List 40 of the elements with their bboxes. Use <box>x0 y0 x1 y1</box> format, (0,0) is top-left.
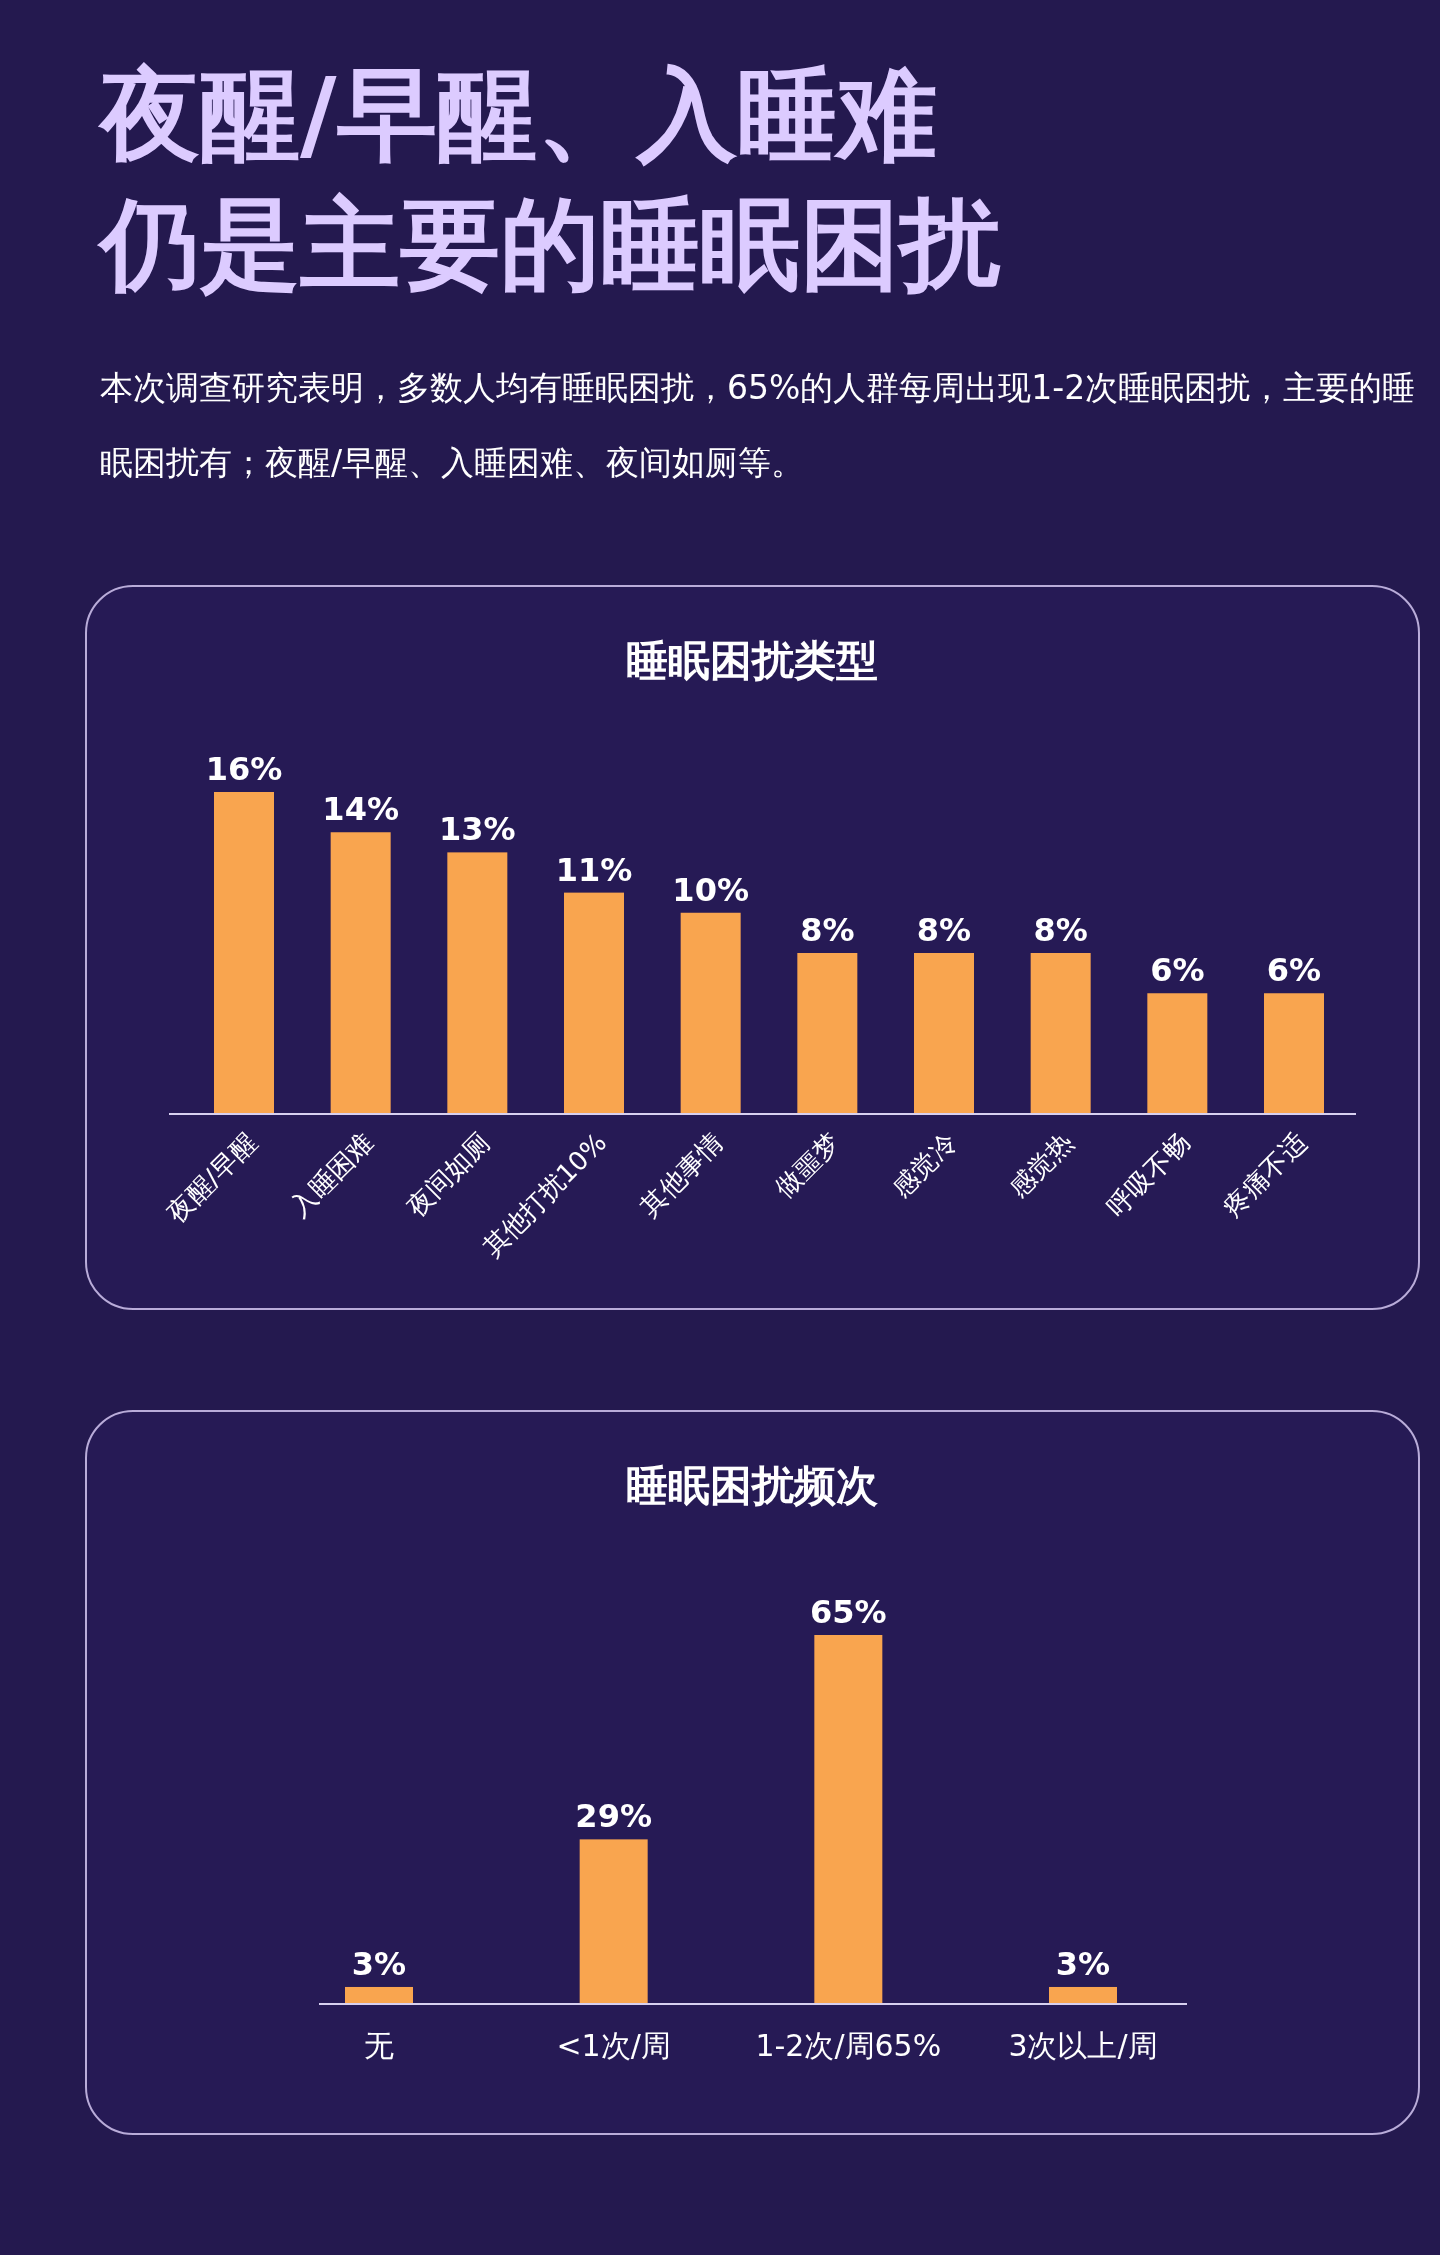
x-tick-label: 3次以上/周 <box>1008 2028 1158 2063</box>
chart-title: 睡眠困扰频次 <box>626 1461 878 1510</box>
data-label: 8% <box>916 911 972 949</box>
bar <box>564 892 624 1114</box>
data-label: 6% <box>1150 951 1205 990</box>
x-tick-label: 1-2次/周65% <box>755 2028 942 2063</box>
bar <box>214 792 274 1114</box>
x-tick-label: 疼痛不适 <box>1217 1127 1313 1222</box>
x-tick-label: 夜间如厕 <box>400 1127 496 1222</box>
data-label: 13% <box>439 810 516 849</box>
data-label: 3% <box>1055 1944 1111 1983</box>
x-tick-label: 夜醒/早醒 <box>161 1127 263 1228</box>
bar <box>914 953 974 1114</box>
bar <box>1264 993 1324 1114</box>
x-tick-label: 入睡困难 <box>284 1127 379 1222</box>
x-tick-label: 呼吸不畅 <box>1100 1127 1196 1222</box>
x-tick-label: 感觉热 <box>1002 1127 1079 1204</box>
bar <box>680 912 741 1114</box>
x-tick-label: 做噩梦 <box>769 1127 846 1204</box>
bar <box>1030 953 1091 1114</box>
data-label: 10% <box>672 870 749 909</box>
data-label: 14% <box>322 790 399 829</box>
data-label: 16% <box>205 750 283 788</box>
x-tick-label: 感觉冷 <box>885 1127 963 1204</box>
x-tick-label: <1次/周 <box>556 2028 671 2063</box>
data-label: 11% <box>555 850 633 889</box>
data-label: 8% <box>1033 911 1088 949</box>
x-tick-label: 无 <box>364 2028 394 2063</box>
text: 本次调查研究表明，多数人均有睡眠困扰，65%的人群每周出现1-2次睡眠困扰，主要的睡眠困扰有；夜醒/早醒、入睡困难、夜间如厕等。 <box>100 367 1417 484</box>
bar <box>447 852 508 1114</box>
x-tick-label: 其他事情 <box>634 1127 729 1222</box>
bar <box>330 832 391 1114</box>
bar <box>1147 993 1208 1114</box>
data-label: 8% <box>800 911 855 949</box>
data-label: 65% <box>810 1593 887 1631</box>
bar <box>797 953 858 1114</box>
chart-title: 睡眠困扰类型 <box>626 636 878 685</box>
data-label: 3% <box>351 1944 407 1983</box>
data-label: 6% <box>1266 951 1322 990</box>
data-label: 29% <box>575 1797 652 1836</box>
